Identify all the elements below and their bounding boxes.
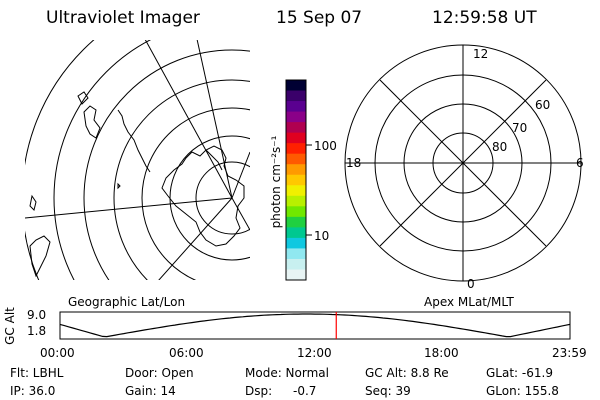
date-label: 15 Sep 07 bbox=[276, 8, 363, 28]
colorbar-band bbox=[286, 174, 306, 186]
timeline-ytick: 9.0 bbox=[27, 308, 47, 322]
gain-status: Gain: 14 bbox=[125, 384, 176, 398]
colorbar-tick-label: 10 bbox=[314, 229, 330, 243]
colorbar-band bbox=[286, 90, 306, 102]
island-coastline bbox=[29, 194, 37, 211]
colorbar-band bbox=[286, 195, 306, 207]
polar-grid bbox=[344, 44, 582, 282]
mlat-label-80: 80 bbox=[492, 140, 508, 154]
timeline-xtick: 06:00 bbox=[169, 346, 204, 360]
dsp-status-value: -0.7 bbox=[293, 384, 317, 398]
colorbar-band bbox=[286, 122, 306, 134]
timeline-plot bbox=[59, 312, 571, 339]
mode-status: Mode: Normal bbox=[245, 366, 329, 380]
timeline-xtick: 23:59 bbox=[552, 346, 587, 360]
colorbar-band bbox=[286, 185, 306, 197]
meridian bbox=[231, 151, 250, 199]
colorbar-frame bbox=[285, 79, 307, 281]
colorbar-tick-label: 100 bbox=[314, 139, 337, 153]
colorbar-band bbox=[286, 153, 306, 165]
colorbar-band bbox=[286, 269, 306, 281]
mlt-label-0: 0 bbox=[467, 277, 475, 291]
australia-coastline bbox=[29, 235, 51, 278]
dsp-status-label: Dsp: bbox=[245, 384, 273, 398]
mlat-label-70: 70 bbox=[512, 121, 528, 135]
colorbar-band bbox=[286, 248, 306, 260]
colorbar-band bbox=[286, 80, 306, 92]
colorbar-band bbox=[286, 101, 306, 113]
colorbar-band bbox=[286, 206, 306, 218]
timeline-xtick: 18:00 bbox=[424, 346, 459, 360]
meridian bbox=[231, 197, 250, 231]
timeline-ylabel: GC Alt bbox=[3, 307, 17, 345]
timeline-ytick: 1.8 bbox=[27, 324, 47, 338]
altitude-curve bbox=[59, 313, 571, 338]
colorbar-band bbox=[286, 164, 306, 176]
glat-status: GLat: -61.9 bbox=[486, 366, 553, 380]
lat-circle bbox=[83, 49, 250, 280]
meridian bbox=[25, 197, 233, 219]
door-status: Door: Open bbox=[125, 366, 194, 380]
sequence-status: Seq: 39 bbox=[365, 384, 411, 398]
lat-circle bbox=[25, 40, 95, 280]
new-zealand-coastline bbox=[83, 105, 101, 139]
colorbar bbox=[286, 80, 306, 281]
mlat-label-60: 60 bbox=[535, 98, 551, 112]
timeline-frame bbox=[59, 311, 571, 340]
colorbar-band bbox=[286, 258, 306, 270]
lat-circle bbox=[53, 40, 152, 280]
geographic-caption: Geographic Lat/Lon bbox=[68, 295, 186, 309]
timeline-xtick: 12:00 bbox=[297, 346, 332, 360]
lat-circle bbox=[141, 107, 250, 280]
ip-status: IP: 36.0 bbox=[10, 384, 56, 398]
colorbar-unit-label: photon cm⁻²s⁻¹ bbox=[269, 135, 283, 229]
glon-status: GLon: 155.8 bbox=[486, 384, 559, 398]
colorbar-band bbox=[286, 143, 306, 155]
coastline bbox=[205, 149, 223, 171]
island-coastline bbox=[77, 91, 89, 105]
colorbar-band bbox=[286, 216, 306, 228]
filter-status: Flt: LBHL bbox=[10, 366, 64, 380]
meridian bbox=[158, 197, 233, 280]
mlt-diagonal bbox=[379, 79, 547, 247]
colorbar-band bbox=[286, 227, 306, 239]
timeline-xtick: 00:00 bbox=[40, 346, 75, 360]
lat-circle bbox=[195, 161, 250, 235]
antarctica-coastline bbox=[161, 145, 245, 247]
lat-circle bbox=[113, 79, 250, 280]
mlt-label-6: 6 bbox=[576, 156, 584, 170]
apex-caption: Apex MLat/MLT bbox=[424, 295, 514, 309]
coastline bbox=[117, 109, 151, 173]
geographic-map bbox=[25, 40, 250, 280]
mlt-label-12: 12 bbox=[473, 47, 489, 61]
instrument-title: Ultraviolet Imager bbox=[46, 8, 200, 28]
mlt-label-18: 18 bbox=[346, 156, 362, 170]
colorbar-band bbox=[286, 237, 306, 249]
time-label: 12:59:58 UT bbox=[432, 8, 537, 28]
island-coastline bbox=[117, 182, 121, 190]
meridian bbox=[144, 40, 233, 199]
gc-alt-status: GC Alt: 8.8 Re bbox=[365, 366, 449, 380]
colorbar-band bbox=[286, 111, 306, 123]
colorbar-band bbox=[286, 132, 306, 144]
